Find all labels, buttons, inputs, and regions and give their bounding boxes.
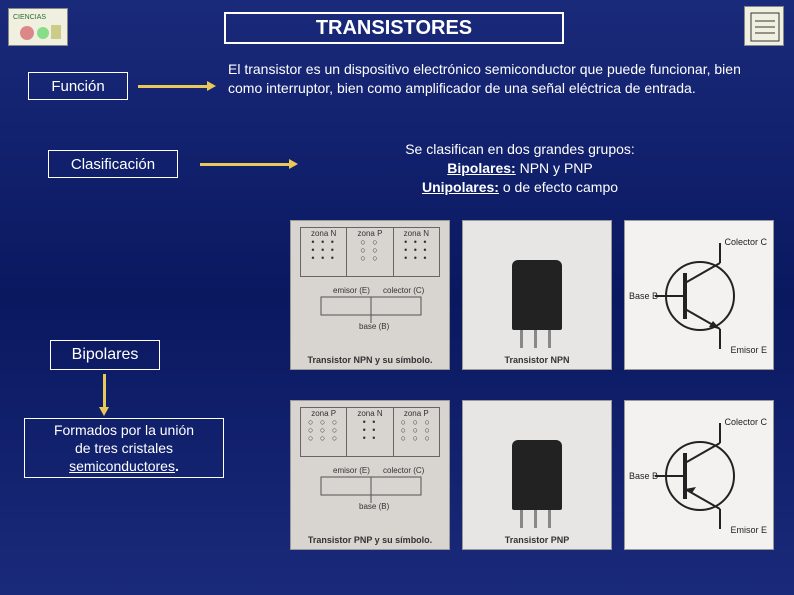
formados-line1: Formados por la unión <box>54 422 194 438</box>
clasif-unipolares-label: Unipolares: <box>422 179 499 195</box>
logo-right <box>744 6 784 46</box>
transistor-pnp-shape <box>512 440 562 510</box>
formados-semiconductores: semiconductores <box>69 458 175 474</box>
transistor-npn-shape <box>512 260 562 330</box>
sym-emisor-npn: Emisor E <box>730 345 767 355</box>
arrow-funcion <box>138 85 208 88</box>
svg-text:emisor (E): emisor (E) <box>333 286 370 295</box>
clasif-bipolares-label: Bipolares: <box>447 160 515 176</box>
photo-pnp: Transistor PNP <box>462 400 612 550</box>
formados-dot: . <box>175 458 179 474</box>
bipolares-label-box: Bipolares <box>50 340 160 370</box>
formados-box: Formados por la unión de tres cristales … <box>24 418 224 478</box>
page-title: TRANSISTORES <box>224 12 564 44</box>
sym-colector-npn: Colector C <box>724 237 767 247</box>
clasif-unipolares-types: o de efecto campo <box>499 179 618 195</box>
symbol-pnp: Colector C Base B Emisor E <box>624 400 774 550</box>
svg-text:colector (C): colector (C) <box>383 466 425 475</box>
arrow-bipolares <box>103 374 106 408</box>
sym-base-pnp: Base B <box>629 471 658 481</box>
clasificacion-text: Se clasifican en dos grandes grupos: Bip… <box>320 140 720 197</box>
funcion-label-box: Función <box>28 72 128 100</box>
svg-text:colector (C): colector (C) <box>383 286 425 295</box>
npn-caption: Transistor NPN y su símbolo. <box>291 355 449 365</box>
photo-pnp-caption: Transistor PNP <box>463 535 611 545</box>
diagram-npn-zones: zona N• • •• • •• • • zona P○ ○○ ○○ ○ zo… <box>290 220 450 370</box>
diagram-pnp-zones: zona P○ ○ ○○ ○ ○○ ○ ○ zona N• •• •• • zo… <box>290 400 450 550</box>
symbol-npn: Colector C Base B Emisor E <box>624 220 774 370</box>
photo-npn: Transistor NPN <box>462 220 612 370</box>
svg-text:base (B): base (B) <box>359 502 390 511</box>
sym-emisor-pnp: Emisor E <box>730 525 767 535</box>
sym-base-npn: Base B <box>629 291 658 301</box>
clasificacion-label-box: Clasificación <box>48 150 178 178</box>
svg-text:emisor (E): emisor (E) <box>333 466 370 475</box>
sym-colector-pnp: Colector C <box>724 417 767 427</box>
logo-text: CIENCIAS <box>13 14 46 21</box>
formados-line2: de tres cristales <box>75 440 173 456</box>
logo-ciencias: CIENCIAS <box>8 8 68 46</box>
svg-text:base (B): base (B) <box>359 322 390 331</box>
photo-npn-caption: Transistor NPN <box>463 355 611 365</box>
clasif-intro: Se clasifican en dos grandes grupos: <box>405 141 635 157</box>
clasif-bipolares-types: NPN y PNP <box>516 160 593 176</box>
funcion-text: El transistor es un dispositivo electrón… <box>228 60 758 98</box>
arrow-clasificacion <box>200 163 290 166</box>
pnp-caption: Transistor PNP y su símbolo. <box>291 535 449 545</box>
